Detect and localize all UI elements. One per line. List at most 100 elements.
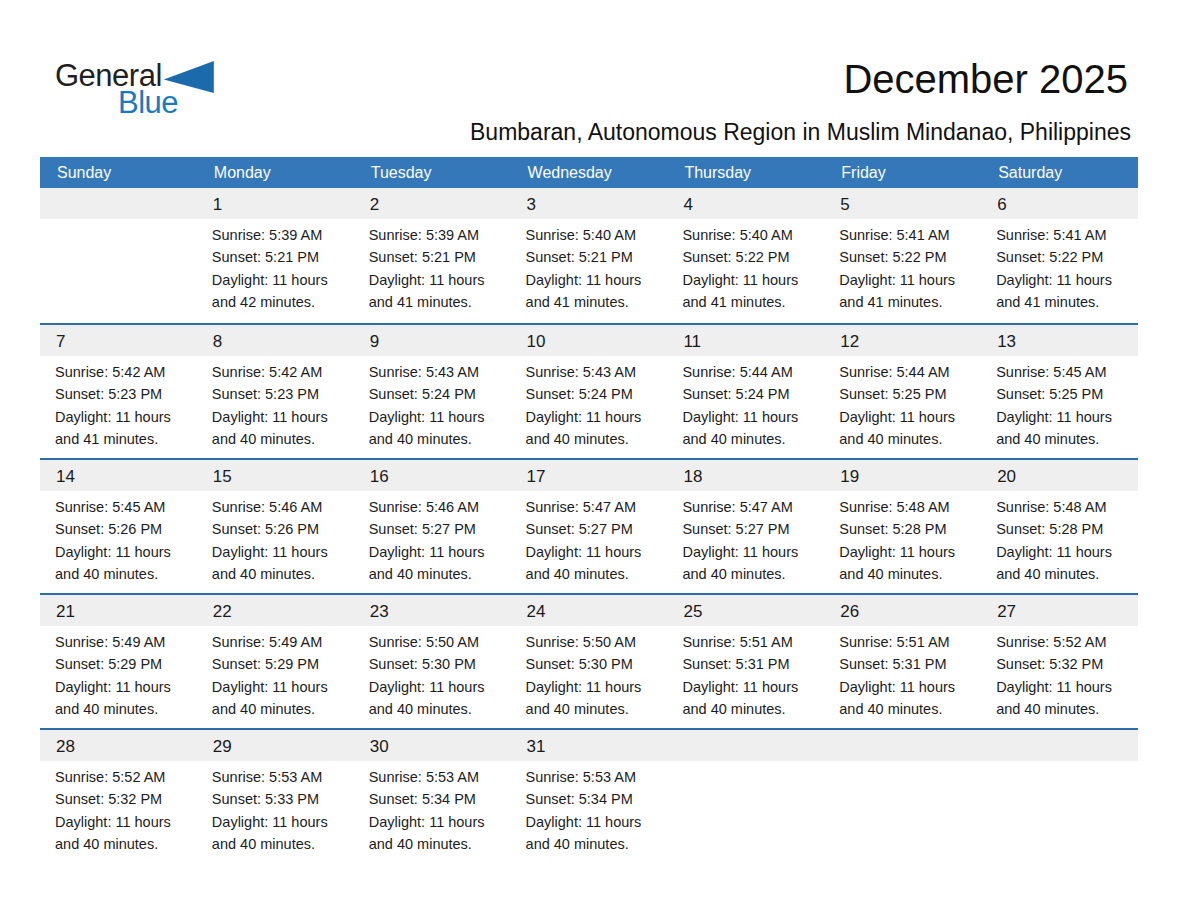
sunset-text: Sunset: 5:34 PM: [369, 788, 499, 810]
daylight-text-line2: and 40 minutes.: [682, 563, 812, 585]
day-details: Sunrise: 5:51 AMSunset: 5:31 PMDaylight:…: [824, 626, 981, 721]
daylight-text-line2: and 40 minutes.: [369, 563, 499, 585]
day-details: Sunrise: 5:50 AMSunset: 5:30 PMDaylight:…: [511, 626, 668, 721]
daylight-text-line2: and 40 minutes.: [682, 698, 812, 720]
day-header-wednesday: Wednesday: [511, 157, 668, 188]
sunrise-text: Sunrise: 5:44 AM: [839, 361, 969, 383]
day-number: 3: [511, 188, 668, 219]
daylight-text-line1: Daylight: 11 hours: [996, 406, 1126, 428]
day-details: Sunrise: 5:52 AMSunset: 5:32 PMDaylight:…: [981, 626, 1138, 721]
daylight-text-line2: and 41 minutes.: [682, 291, 812, 313]
sunset-text: Sunset: 5:22 PM: [996, 246, 1126, 268]
day-cell-3: 3Sunrise: 5:40 AMSunset: 5:21 PMDaylight…: [511, 188, 668, 323]
day-cell-14: 14Sunrise: 5:45 AMSunset: 5:26 PMDayligh…: [40, 460, 197, 593]
daylight-text-line1: Daylight: 11 hours: [526, 406, 656, 428]
daylight-text-line1: Daylight: 11 hours: [55, 406, 185, 428]
calendar-grid: 1Sunrise: 5:39 AMSunset: 5:21 PMDaylight…: [40, 188, 1138, 863]
sunset-text: Sunset: 5:30 PM: [369, 653, 499, 675]
daylight-text-line2: and 40 minutes.: [526, 563, 656, 585]
day-header-sunday: Sunday: [40, 157, 197, 188]
daylight-text-line1: Daylight: 11 hours: [212, 811, 342, 833]
sunset-text: Sunset: 5:28 PM: [839, 518, 969, 540]
daylight-text-line2: and 41 minutes.: [996, 291, 1126, 313]
day-details: Sunrise: 5:53 AMSunset: 5:34 PMDaylight:…: [354, 761, 511, 856]
daylight-text-line2: and 40 minutes.: [526, 833, 656, 855]
page-subtitle: Bumbaran, Autonomous Region in Muslim Mi…: [470, 119, 1131, 146]
sunset-text: Sunset: 5:22 PM: [682, 246, 812, 268]
day-cell-29: 29Sunrise: 5:53 AMSunset: 5:33 PMDayligh…: [197, 730, 354, 863]
day-details: Sunrise: 5:43 AMSunset: 5:24 PMDaylight:…: [511, 356, 668, 451]
daylight-text-line1: Daylight: 11 hours: [526, 541, 656, 563]
day-details: Sunrise: 5:42 AMSunset: 5:23 PMDaylight:…: [40, 356, 197, 451]
day-details: Sunrise: 5:44 AMSunset: 5:24 PMDaylight:…: [667, 356, 824, 451]
sunrise-text: Sunrise: 5:41 AM: [839, 224, 969, 246]
sunrise-text: Sunrise: 5:39 AM: [212, 224, 342, 246]
sunset-text: Sunset: 5:21 PM: [212, 246, 342, 268]
sunset-text: Sunset: 5:25 PM: [839, 383, 969, 405]
day-number: 16: [354, 460, 511, 491]
sunset-text: Sunset: 5:27 PM: [682, 518, 812, 540]
daylight-text-line1: Daylight: 11 hours: [212, 541, 342, 563]
daylight-text-line1: Daylight: 11 hours: [55, 676, 185, 698]
day-details: Sunrise: 5:49 AMSunset: 5:29 PMDaylight:…: [197, 626, 354, 721]
empty-day-cell: [981, 730, 1138, 863]
day-number: 26: [824, 595, 981, 626]
day-details: [981, 761, 1138, 766]
daylight-text-line1: Daylight: 11 hours: [369, 676, 499, 698]
sunset-text: Sunset: 5:21 PM: [526, 246, 656, 268]
week-row-1: 1Sunrise: 5:39 AMSunset: 5:21 PMDaylight…: [40, 188, 1138, 323]
daylight-text-line1: Daylight: 11 hours: [369, 269, 499, 291]
day-number: 27: [981, 595, 1138, 626]
day-details: Sunrise: 5:48 AMSunset: 5:28 PMDaylight:…: [824, 491, 981, 586]
day-details: Sunrise: 5:50 AMSunset: 5:30 PMDaylight:…: [354, 626, 511, 721]
day-details: Sunrise: 5:43 AMSunset: 5:24 PMDaylight:…: [354, 356, 511, 451]
day-cell-11: 11Sunrise: 5:44 AMSunset: 5:24 PMDayligh…: [667, 325, 824, 458]
day-cell-22: 22Sunrise: 5:49 AMSunset: 5:29 PMDayligh…: [197, 595, 354, 728]
day-number: 4: [667, 188, 824, 219]
daylight-text-line1: Daylight: 11 hours: [682, 676, 812, 698]
day-details: Sunrise: 5:47 AMSunset: 5:27 PMDaylight:…: [511, 491, 668, 586]
day-number: 21: [40, 595, 197, 626]
day-header-tuesday: Tuesday: [354, 157, 511, 188]
sunrise-text: Sunrise: 5:39 AM: [369, 224, 499, 246]
empty-day-cell: [667, 730, 824, 863]
daylight-text-line1: Daylight: 11 hours: [526, 676, 656, 698]
day-cell-20: 20Sunrise: 5:48 AMSunset: 5:28 PMDayligh…: [981, 460, 1138, 593]
sunset-text: Sunset: 5:31 PM: [682, 653, 812, 675]
day-number: 31: [511, 730, 668, 761]
day-number: 19: [824, 460, 981, 491]
week-row-4: 21Sunrise: 5:49 AMSunset: 5:29 PMDayligh…: [40, 593, 1138, 728]
sunset-text: Sunset: 5:22 PM: [839, 246, 969, 268]
day-details: Sunrise: 5:53 AMSunset: 5:33 PMDaylight:…: [197, 761, 354, 856]
day-number: 25: [667, 595, 824, 626]
sunset-text: Sunset: 5:31 PM: [839, 653, 969, 675]
daylight-text-line1: Daylight: 11 hours: [526, 811, 656, 833]
sunrise-text: Sunrise: 5:45 AM: [996, 361, 1126, 383]
daylight-text-line2: and 41 minutes.: [55, 428, 185, 450]
sunset-text: Sunset: 5:34 PM: [526, 788, 656, 810]
sunset-text: Sunset: 5:24 PM: [369, 383, 499, 405]
daylight-text-line1: Daylight: 11 hours: [369, 541, 499, 563]
day-number: 18: [667, 460, 824, 491]
daylight-text-line2: and 40 minutes.: [212, 563, 342, 585]
day-details: Sunrise: 5:41 AMSunset: 5:22 PMDaylight:…: [824, 219, 981, 314]
sunrise-text: Sunrise: 5:42 AM: [55, 361, 185, 383]
daylight-text-line1: Daylight: 11 hours: [55, 811, 185, 833]
calendar-table: SundayMondayTuesdayWednesdayThursdayFrid…: [40, 157, 1138, 863]
daylight-text-line2: and 40 minutes.: [212, 833, 342, 855]
day-number: 24: [511, 595, 668, 626]
daylight-text-line1: Daylight: 11 hours: [682, 269, 812, 291]
sunrise-text: Sunrise: 5:40 AM: [682, 224, 812, 246]
day-number: 10: [511, 325, 668, 356]
day-header-friday: Friday: [824, 157, 981, 188]
day-details: Sunrise: 5:45 AMSunset: 5:26 PMDaylight:…: [40, 491, 197, 586]
sunset-text: Sunset: 5:24 PM: [526, 383, 656, 405]
sunrise-text: Sunrise: 5:49 AM: [212, 631, 342, 653]
general-blue-logo: General Blue: [55, 60, 214, 118]
daylight-text-line1: Daylight: 11 hours: [682, 406, 812, 428]
day-cell-30: 30Sunrise: 5:53 AMSunset: 5:34 PMDayligh…: [354, 730, 511, 863]
day-details: Sunrise: 5:44 AMSunset: 5:25 PMDaylight:…: [824, 356, 981, 451]
sunrise-text: Sunrise: 5:43 AM: [526, 361, 656, 383]
day-cell-27: 27Sunrise: 5:52 AMSunset: 5:32 PMDayligh…: [981, 595, 1138, 728]
day-cell-4: 4 Sunrise: 5:40 AMSunset: 5:22 PMDaylight…: [667, 188, 824, 323]
